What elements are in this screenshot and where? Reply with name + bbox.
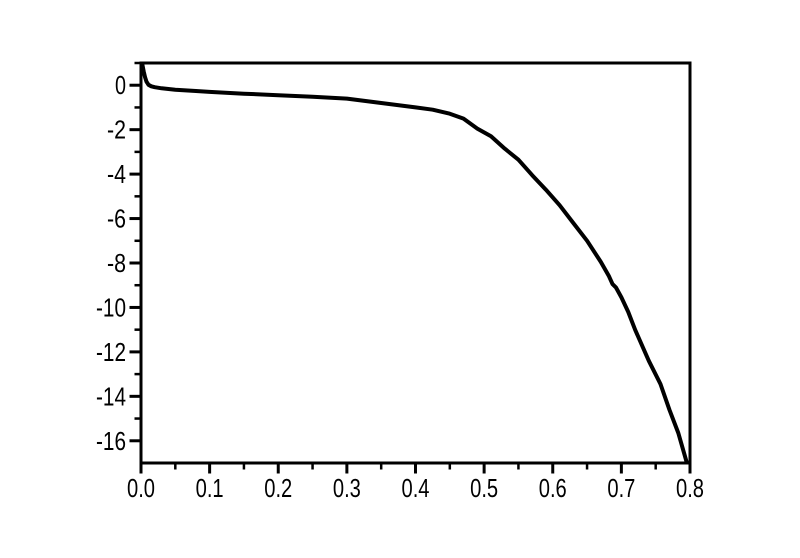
x-axis-tick-label: 0.2 — [264, 473, 292, 503]
x-axis-tick-label: 0.5 — [470, 473, 498, 503]
x-axis-tick-label: 0.3 — [333, 473, 361, 503]
y-axis-tick-label: 0 — [115, 70, 126, 100]
data-curve — [140, 62, 689, 464]
plot-frame — [139, 61, 692, 465]
y-axis-tick-label: -12 — [96, 337, 126, 367]
x-axis-tick-label: 0.7 — [607, 473, 635, 503]
y-axis-tick-label: -4 — [107, 159, 126, 189]
y-axis-tick-label: -2 — [107, 115, 126, 145]
y-axis-tick-label: -14 — [96, 381, 126, 411]
y-axis-tick-label: -16 — [96, 426, 126, 456]
x-axis-tick-label: 0.4 — [402, 473, 430, 503]
y-axis-tick-label: -6 — [107, 204, 126, 234]
x-axis-tick-label: 0.1 — [196, 473, 224, 503]
x-axis-tick-label: 0.0 — [127, 473, 155, 503]
x-axis-tick-label: 0.8 — [676, 473, 704, 503]
y-axis-tick-label: -10 — [96, 292, 126, 322]
y-axis-tick-label: -8 — [107, 248, 126, 278]
x-axis-tick-label: 0.6 — [539, 473, 567, 503]
